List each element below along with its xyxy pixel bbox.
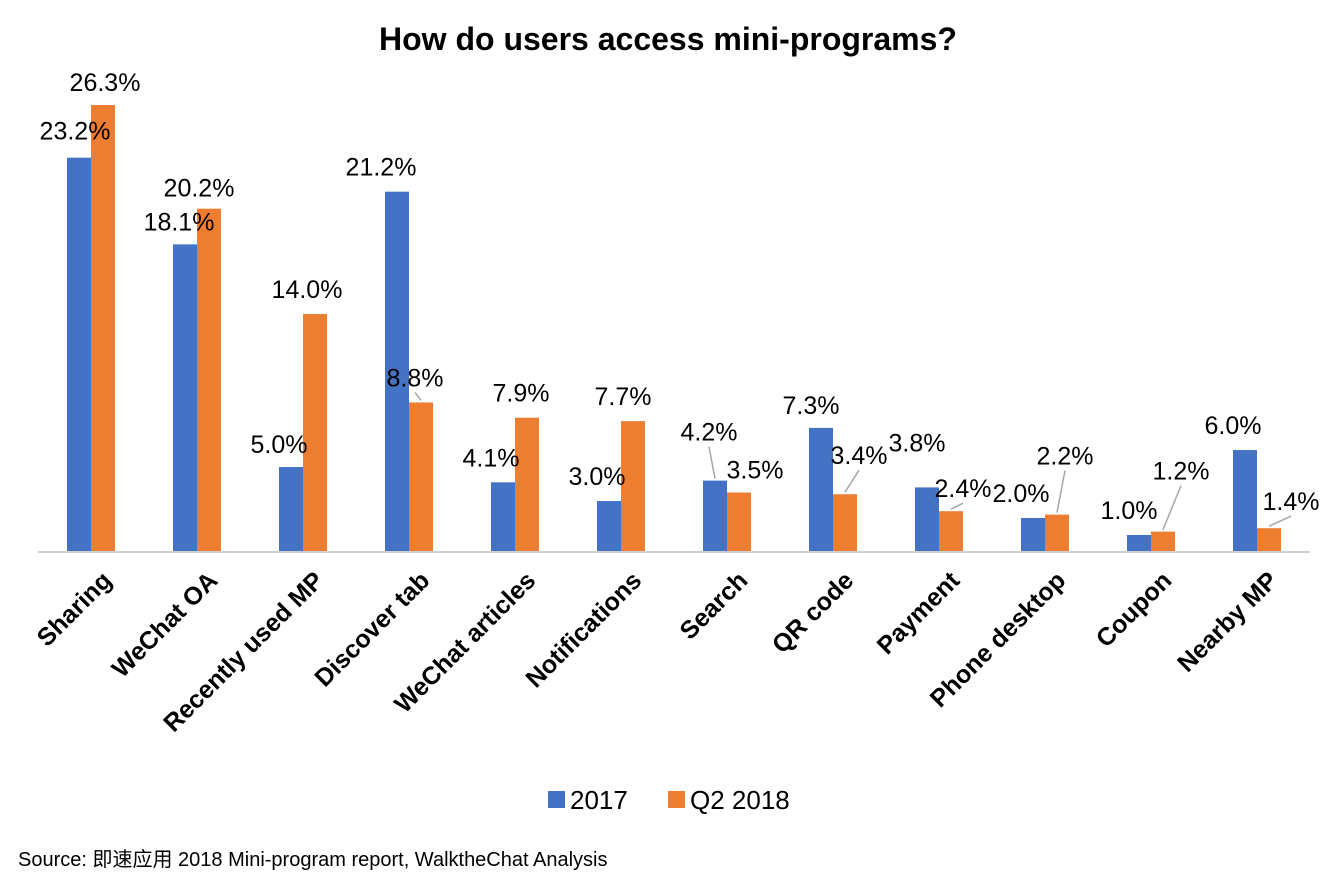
category-label-qr-code: QR code [767,566,860,659]
data-label-2017-wechat-articles: 4.1% [463,444,520,472]
data-label-q2-2018-wechat-oa: 20.2% [164,175,235,203]
bar-q2-2018-sharing [91,105,115,552]
bars-group [67,105,1281,552]
legend-label-2017: 2017 [570,785,628,815]
bar-q2-2018-coupon [1151,531,1175,552]
bar-q2-2018-nearby-mp [1257,528,1281,552]
data-label-q2-2018-coupon: 1.2% [1153,458,1210,486]
data-label-q2-2018-sharing: 26.3% [70,69,141,97]
leader-lines-group [414,391,1292,530]
bar-2017-search [703,480,727,552]
leader-line-q2-2018-discover-tab [414,391,422,401]
bar-2017-notifications [597,501,621,552]
data-labels-group: 23.2% 26.3% 18.1% 20.2% 5.0% 14.0% 21.2% 8.8% 4.… [40,69,1320,525]
data-label-2017-sharing: 23.2% [40,118,111,146]
bar-q2-2018-wechat-articles [515,417,539,552]
bar-q2-2018-search [727,492,751,552]
data-label-2017-wechat-oa: 18.1% [144,208,215,236]
bar-2017-sharing [67,157,91,552]
data-label-q2-2018-search: 3.5% [727,457,784,485]
bar-2017-nearby-mp [1233,450,1257,552]
category-label-sharing: Sharing [32,566,118,652]
leader-line-q2-2018-payment [950,502,964,510]
data-label-q2-2018-notifications: 7.7% [595,383,652,411]
data-label-q2-2018-phone-desktop: 2.2% [1037,443,1094,471]
data-label-2017-qr-code: 7.3% [783,392,840,420]
bar-q2-2018-wechat-oa [197,208,221,552]
bar-q2-2018-phone-desktop [1045,514,1069,552]
category-label-payment: Payment [872,566,966,660]
data-label-2017-phone-desktop: 2.0% [993,480,1050,508]
data-label-2017-nearby-mp: 6.0% [1205,412,1262,440]
leader-line-q2-2018-nearby-mp [1268,515,1292,527]
data-label-2017-search: 4.2% [681,419,738,447]
bar-2017-coupon [1127,535,1151,552]
source-note: Source: 即速应用 2018 Mini-program report, W… [18,849,608,871]
data-label-2017-coupon: 1.0% [1101,497,1158,525]
data-label-2017-payment: 3.8% [889,429,946,457]
data-label-q2-2018-wechat-articles: 7.9% [493,380,550,408]
bar-2017-discover-tab [385,191,409,552]
bar-2017-wechat-articles [491,482,515,552]
bar-2017-phone-desktop [1021,518,1045,552]
leader-line-q2-2018-coupon [1162,485,1182,530]
category-label-search: Search [674,566,753,645]
bar-q2-2018-payment [939,511,963,552]
data-label-q2-2018-discover-tab: 8.8% [387,364,444,392]
leader-line-q2-2018-phone-desktop [1056,470,1066,513]
bar-2017-wechat-oa [173,244,197,552]
data-label-q2-2018-qr-code: 3.4% [831,442,888,470]
chart-title: How do users access mini-programs? [379,21,957,57]
legend-swatch-2017 [548,791,565,808]
bar-2017-payment [915,487,939,552]
bar-q2-2018-recently-used-mp [303,314,327,552]
category-label-nearby-mp: Nearby MP [1172,566,1283,677]
data-label-q2-2018-recently-used-mp: 14.0% [272,276,343,304]
data-label-2017-recently-used-mp: 5.0% [251,431,308,459]
legend-label-q2-2018: Q2 2018 [690,785,790,815]
data-label-q2-2018-nearby-mp: 1.4% [1263,488,1320,516]
bar-q2-2018-qr-code [833,494,857,552]
leader-line-q2-2018-qr-code [844,469,860,493]
bar-q2-2018-discover-tab [409,402,433,552]
data-label-2017-notifications: 3.0% [569,463,626,491]
bar-2017-recently-used-mp [279,467,303,552]
category-label-wechat-oa: WeChat OA [107,566,224,683]
legend-swatch-q2-2018 [668,791,685,808]
bar-q2-2018-notifications [621,421,645,552]
legend: 2017 Q2 2018 [548,785,790,815]
data-label-2017-discover-tab: 21.2% [346,154,417,182]
data-label-q2-2018-payment: 2.4% [935,475,992,503]
category-label-coupon: Coupon [1091,566,1178,653]
bar-2017-qr-code [809,427,833,552]
leader-line-2017-search [708,446,716,479]
